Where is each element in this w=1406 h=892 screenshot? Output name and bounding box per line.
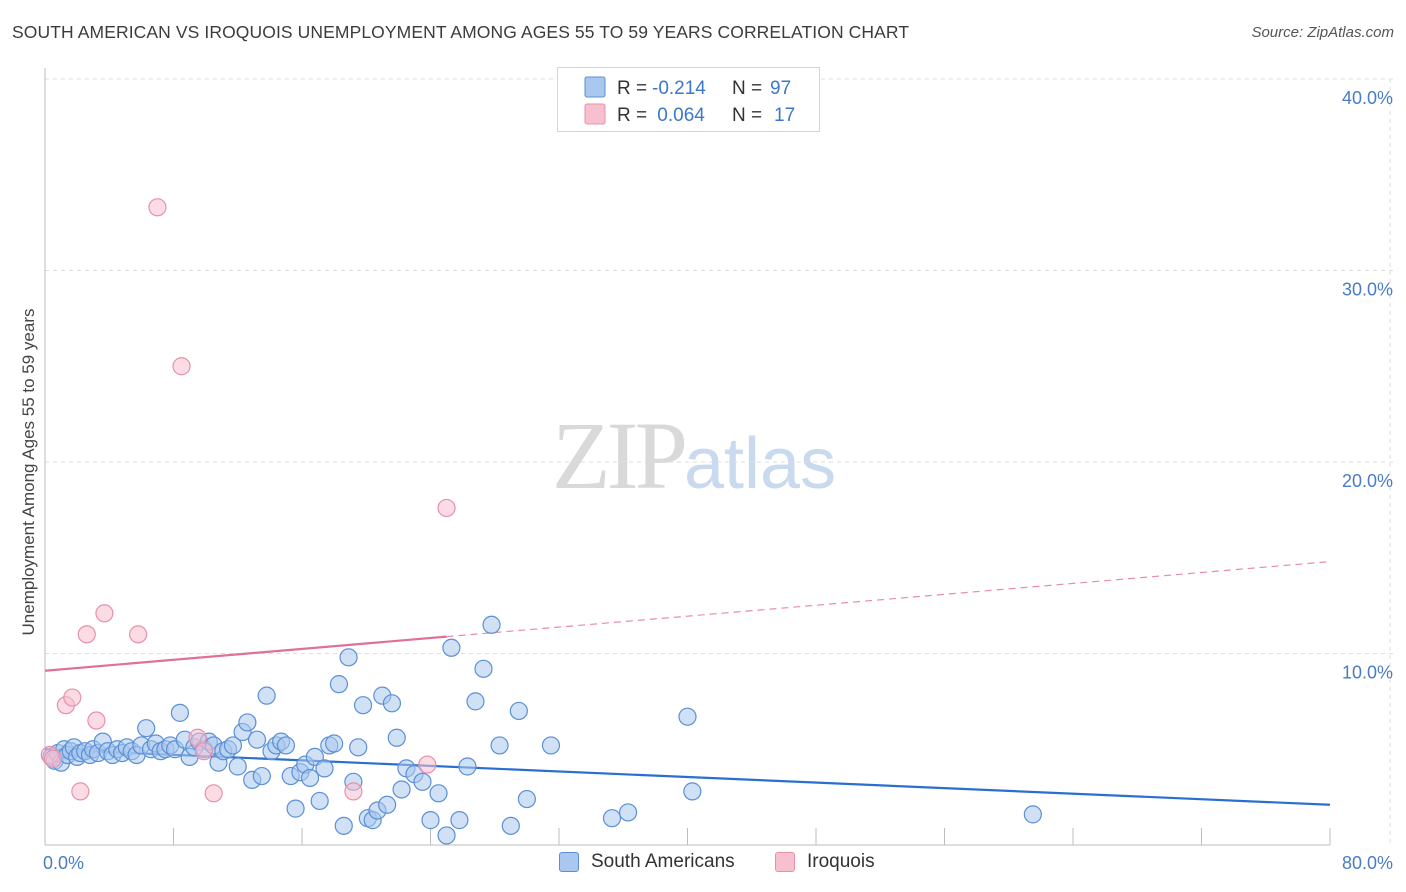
point-south-79 xyxy=(413,772,432,791)
point-south-74 xyxy=(382,694,402,713)
point-south-48 xyxy=(257,686,276,705)
point-south-44 xyxy=(238,713,257,732)
south-swatch xyxy=(559,852,579,872)
point-iroquois-10 xyxy=(172,357,191,376)
data-points xyxy=(40,198,1042,845)
point-iroquois-16 xyxy=(437,498,456,518)
point-south-84 xyxy=(450,811,469,830)
legend-r-label-1: R = xyxy=(617,78,647,99)
point-south-64 xyxy=(334,816,353,835)
point-south-94 xyxy=(602,809,622,828)
point-iroquois-9 xyxy=(148,198,167,217)
legend-swatch-iroquois xyxy=(584,103,606,125)
point-iroquois-3 xyxy=(63,688,82,707)
point-south-86 xyxy=(466,692,485,711)
point-iroquois-14 xyxy=(344,782,363,801)
point-south-60 xyxy=(315,759,334,778)
chart-title: SOUTH AMERICAN VS IROQUOIS UNEMPLOYMENT … xyxy=(12,22,910,42)
point-south-73 xyxy=(378,795,397,814)
point-south-42 xyxy=(228,757,247,776)
y-tick-label-40: 40.0% xyxy=(1342,88,1393,108)
point-south-95 xyxy=(618,803,638,822)
source-label: Source: ZipAtlas.com xyxy=(1251,24,1394,41)
x-tick-label-max: 80.0% xyxy=(1342,853,1393,873)
legend-label-south: South Americans xyxy=(591,851,735,872)
legend-item-iroquois[interactable]: Iroquois xyxy=(775,851,875,873)
point-south-89 xyxy=(490,736,509,755)
legend-svg: R = -0.214 N = 97 R = 0.064 N = 17 xyxy=(584,76,795,126)
watermark-zip: ZIP xyxy=(552,402,688,509)
point-south-83 xyxy=(442,638,461,657)
point-south-82 xyxy=(437,826,456,845)
axes xyxy=(44,68,1331,846)
watermark-atlas: atlas xyxy=(684,424,837,504)
point-south-90 xyxy=(501,816,520,835)
trend-line-iroquois-solid xyxy=(44,635,447,672)
point-iroquois-13 xyxy=(204,784,223,803)
point-iroquois-8 xyxy=(129,625,148,644)
point-south-30 xyxy=(170,703,190,722)
trend-lines xyxy=(44,560,1331,806)
iroquois-swatch xyxy=(775,852,795,872)
legend-swatch-south xyxy=(584,76,606,98)
point-south-23 xyxy=(137,719,156,738)
point-south-96 xyxy=(678,707,697,726)
point-south-92 xyxy=(517,789,536,809)
axis-labels: 10.0% 20.0% 30.0% 40.0% 0.0% 80.0% Unemploymen… xyxy=(19,88,1393,873)
point-iroquois-6 xyxy=(87,711,106,730)
point-south-62 xyxy=(325,734,344,753)
point-south-85 xyxy=(458,757,477,776)
x-tick-label-min: 0.0% xyxy=(43,853,84,873)
point-iroquois-5 xyxy=(77,625,96,644)
legend-n-value-1: 97 xyxy=(770,78,791,99)
point-south-41 xyxy=(223,736,243,755)
point-south-91 xyxy=(509,701,528,721)
y-tick-label-30: 30.0% xyxy=(1342,280,1393,300)
point-south-57 xyxy=(300,768,320,788)
legend-r-value-2: 0.064 xyxy=(652,105,705,126)
legend-n-label-1: N = xyxy=(732,78,762,99)
watermark: ZIPatlas xyxy=(552,400,836,511)
y-axis-label: Unemployment Among Ages 55 to 59 years xyxy=(19,309,38,636)
legend-r-value-1: -0.214 xyxy=(652,78,706,99)
point-south-68 xyxy=(353,696,373,715)
point-south-54 xyxy=(286,799,305,818)
legend-n-value-2: 17 xyxy=(774,105,795,126)
point-south-67 xyxy=(349,738,368,757)
point-iroquois-12 xyxy=(194,742,214,761)
point-south-63 xyxy=(329,675,349,694)
series-legend: South Americans Iroquois xyxy=(0,851,1406,879)
trend-line-south xyxy=(44,748,1331,806)
point-south-97 xyxy=(683,782,702,801)
point-iroquois-1 xyxy=(43,749,63,768)
correlation-legend: R = -0.214 N = 97 R = 0.064 N = 17 xyxy=(557,67,820,132)
point-south-98 xyxy=(1023,805,1042,824)
trend-line-iroquois-dashed xyxy=(446,560,1331,638)
point-south-52 xyxy=(276,736,296,755)
legend-r-label-2: R = xyxy=(617,105,647,126)
y-tick-label-10: 10.0% xyxy=(1342,663,1393,683)
point-south-80 xyxy=(421,811,440,830)
point-south-88 xyxy=(482,615,501,634)
y-tick-label-20: 20.0% xyxy=(1342,471,1393,491)
legend-label-iroquois: Iroquois xyxy=(807,851,875,872)
point-south-76 xyxy=(392,780,411,799)
point-south-75 xyxy=(387,728,406,747)
point-iroquois-4 xyxy=(71,782,90,801)
point-south-59 xyxy=(310,791,329,811)
legend-n-label-2: N = xyxy=(732,105,762,126)
point-iroquois-7 xyxy=(95,604,114,623)
point-iroquois-15 xyxy=(418,755,437,774)
point-south-81 xyxy=(429,784,448,803)
point-south-47 xyxy=(252,766,271,786)
point-south-87 xyxy=(474,659,493,678)
point-south-46 xyxy=(247,730,267,749)
point-south-65 xyxy=(339,648,358,667)
legend-item-south[interactable]: South Americans xyxy=(559,851,735,873)
point-south-93 xyxy=(541,736,561,755)
